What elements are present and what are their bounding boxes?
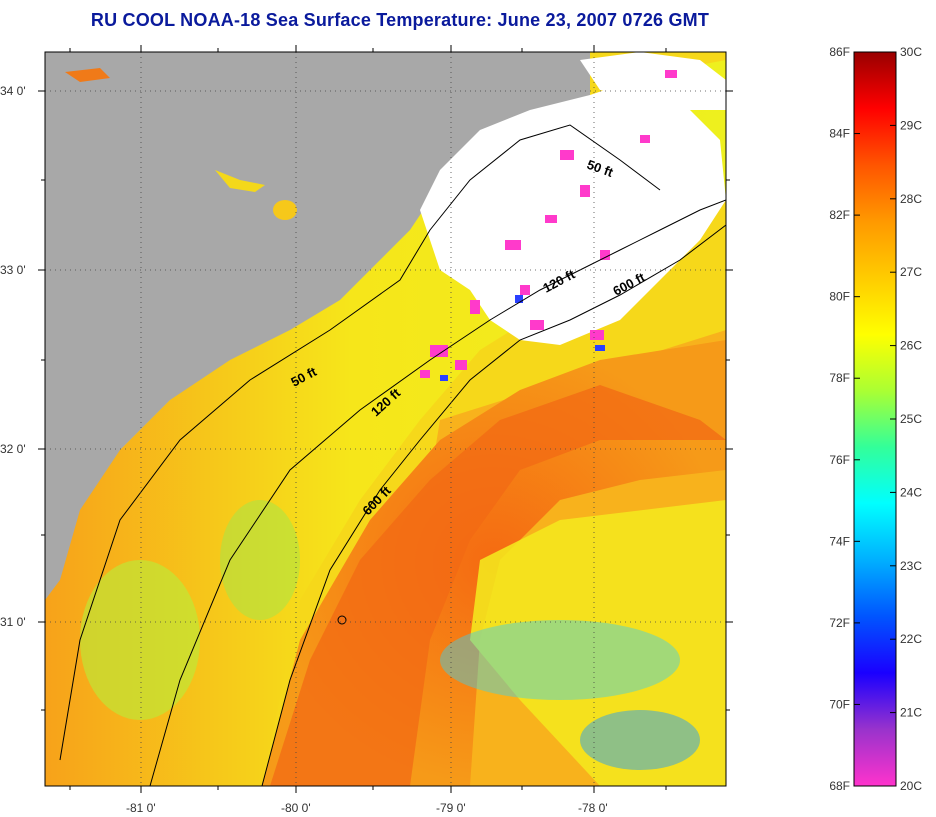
inland-water bbox=[215, 170, 265, 192]
colorbar-celsius-ticks: 30C 29C 28C 27C 26C 25C 24C 23C 22C 21C 20C bbox=[890, 45, 922, 793]
colorbar-c-label: 30C bbox=[900, 45, 922, 59]
colorbar-c-label: 21C bbox=[900, 706, 922, 720]
lat-label-34: 34 0' bbox=[0, 84, 26, 98]
colorbar-c-label: 26C bbox=[900, 339, 922, 353]
isobath-120ft bbox=[149, 199, 726, 786]
inland-lake bbox=[273, 200, 297, 220]
colorbar-f-label: 78F bbox=[829, 371, 850, 385]
lon-label-79: -79 0' bbox=[436, 801, 466, 815]
colorbar-f-label: 76F bbox=[829, 453, 850, 467]
colorbar-c-label: 29C bbox=[900, 118, 922, 132]
cool-patch-3 bbox=[580, 710, 700, 770]
colorbar-f-label: 82F bbox=[829, 208, 850, 222]
colorbar-c-label: 25C bbox=[900, 412, 922, 426]
map-title: RU COOL NOAA-18 Sea Surface Temperature:… bbox=[90, 10, 710, 30]
lat-label-31: 31 0' bbox=[0, 615, 26, 629]
buoy-marker bbox=[337, 615, 347, 625]
lat-label-33: 33 0' bbox=[0, 263, 26, 277]
lon-label-81: -81 0' bbox=[126, 801, 156, 815]
cool-patch-1 bbox=[80, 560, 200, 720]
gulf-stream-inner bbox=[270, 385, 726, 786]
cloud-cover-2 bbox=[580, 52, 726, 110]
colorbar-f-label: 86F bbox=[829, 45, 850, 59]
cool-patch-4 bbox=[220, 500, 300, 620]
graticule bbox=[45, 52, 726, 786]
lon-label-78: -78 0' bbox=[578, 801, 608, 815]
map-frame bbox=[44, 51, 727, 787]
isobath-600ft bbox=[261, 224, 726, 786]
map-area bbox=[45, 52, 726, 786]
land bbox=[45, 52, 590, 600]
colorbar-c-label: 24C bbox=[900, 485, 922, 499]
colorbar-c-label: 20C bbox=[900, 779, 922, 793]
colorbar-f-label: 70F bbox=[829, 697, 850, 711]
cloud-cover bbox=[420, 85, 726, 345]
cloud-edge-specks bbox=[420, 70, 677, 378]
lat-label-32: 32 0' bbox=[0, 442, 26, 456]
cloud-edge-blue bbox=[440, 295, 605, 381]
colorbar-f-label: 84F bbox=[829, 127, 850, 141]
colorbar-c-label: 22C bbox=[900, 632, 922, 646]
colorbar-f-label: 80F bbox=[829, 290, 850, 304]
inland-water-2 bbox=[65, 68, 110, 82]
colorbar-f-label: 74F bbox=[829, 534, 850, 548]
colorbar-gradient bbox=[853, 51, 897, 787]
colorbar-c-label: 28C bbox=[900, 192, 922, 206]
lon-label-80: -80 0' bbox=[281, 801, 311, 815]
cool-patch-2 bbox=[440, 620, 680, 700]
colorbar-fahrenheit-ticks: 86F 84F 82F 80F 78F 76F 74F 72F 70F 68F bbox=[829, 45, 860, 793]
colorbar-f-label: 72F bbox=[829, 616, 850, 630]
axis-ticks bbox=[38, 45, 733, 793]
colorbar-c-label: 27C bbox=[900, 265, 922, 279]
colorbar-f-label: 68F bbox=[829, 779, 850, 793]
colorbar-c-label: 23C bbox=[900, 559, 922, 573]
isobath-50ft bbox=[59, 124, 661, 761]
